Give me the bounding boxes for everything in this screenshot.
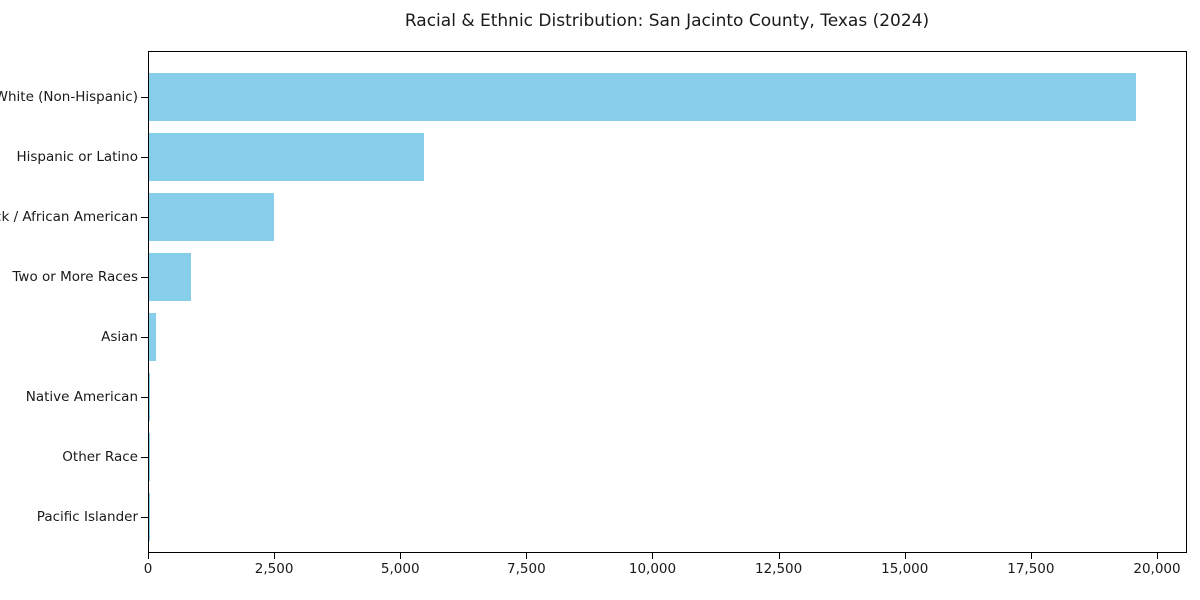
bar: [149, 373, 150, 421]
y-tick-label: Asian: [101, 329, 138, 345]
x-tick-label: 2,500: [254, 561, 294, 577]
x-tick-mark: [652, 553, 654, 559]
y-tick-label: White (Non-Hispanic): [0, 89, 138, 105]
y-tick-mark: [141, 217, 148, 218]
y-tick-label: Other Race: [62, 449, 138, 465]
x-tick-label: 10,000: [628, 561, 677, 577]
x-tick-label: 12,500: [754, 561, 803, 577]
x-tick-mark: [400, 553, 402, 559]
y-tick-mark: [141, 277, 148, 278]
y-tick-mark: [141, 517, 148, 518]
y-tick-label: Native American: [25, 389, 138, 405]
x-tick-mark: [148, 553, 149, 559]
x-tick-label: 7,500: [507, 561, 546, 577]
x-tick-label: 5,000: [380, 561, 420, 577]
y-tick-mark: [141, 457, 148, 458]
bar: [149, 133, 424, 181]
x-tick-mark: [778, 553, 780, 559]
x-tick-mark: [274, 553, 276, 559]
y-tick-mark: [141, 97, 148, 98]
x-tick-mark: [526, 553, 528, 559]
y-tick-mark: [141, 397, 148, 398]
y-tick-label: Two or More Races: [12, 269, 138, 285]
y-tick-mark: [141, 157, 148, 158]
bar: [149, 313, 156, 361]
y-tick-label: Black / African American: [0, 209, 138, 225]
bar: [149, 73, 1136, 121]
bar: [149, 193, 274, 241]
y-tick-mark: [141, 337, 148, 338]
plot-area: [148, 51, 1187, 553]
x-tick-mark: [904, 553, 906, 559]
x-tick-mark: [1156, 553, 1158, 559]
x-tick-label: 17,500: [1007, 561, 1055, 577]
chart-title: Racial & Ethnic Distribution: San Jacint…: [404, 11, 930, 31]
x-tick-label: 20,000: [1133, 561, 1181, 577]
x-tick-label: 0: [143, 561, 153, 577]
x-tick-label: 15,000: [881, 561, 929, 577]
bar: [149, 253, 191, 301]
x-tick-mark: [1030, 553, 1032, 559]
y-tick-label: Hispanic or Latino: [16, 149, 138, 165]
y-tick-label: Pacific Islander: [36, 509, 138, 525]
